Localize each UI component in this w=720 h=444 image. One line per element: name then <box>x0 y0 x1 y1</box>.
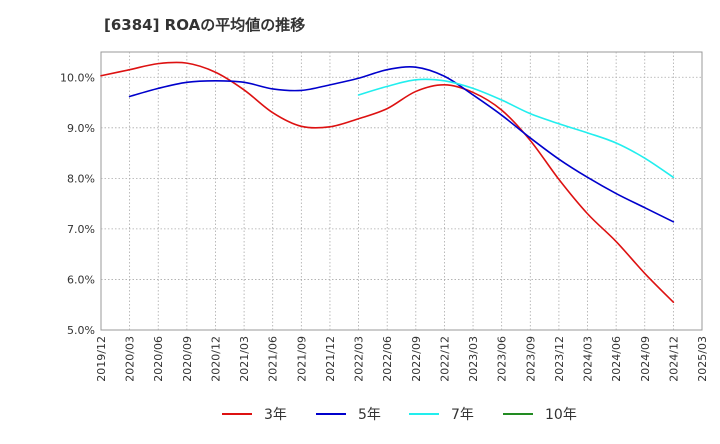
legend-label-2: 7年 <box>451 407 474 423</box>
x-tick-label: 2019/12 <box>95 336 108 382</box>
x-tick-label: 2023/06 <box>496 336 509 382</box>
x-tick-label: 2022/03 <box>353 336 366 382</box>
x-tick-label: 2022/06 <box>381 336 394 382</box>
legend-label-3: 10年 <box>545 407 577 423</box>
x-tick-label: 2024/09 <box>639 336 652 382</box>
grid-layer <box>100 51 703 331</box>
x-tick-label: 2020/09 <box>181 336 194 382</box>
x-tick-label: 2024/12 <box>667 336 680 382</box>
plot-frame <box>100 51 703 331</box>
x-tick-label: 2022/12 <box>438 336 451 382</box>
x-tick-label: 2021/09 <box>295 336 308 382</box>
x-tick-label: 2023/03 <box>467 336 480 382</box>
x-tick-label: 2021/06 <box>267 336 280 382</box>
x-tick-label: 2024/06 <box>610 336 623 382</box>
chart-title: [6384] ROAの平均値の推移 <box>104 16 306 34</box>
x-tick-label: 2021/03 <box>238 336 251 382</box>
x-tick-label: 2024/03 <box>582 336 595 382</box>
y-tick-label: 9.0% <box>67 122 95 135</box>
series-layer <box>100 61 675 303</box>
x-tick-label: 2023/12 <box>553 336 566 382</box>
y-tick-label: 6.0% <box>67 273 95 286</box>
x-tick-label: 2020/06 <box>152 336 165 382</box>
x-tick-label: 2022/09 <box>410 336 423 382</box>
x-tick-label: 2021/12 <box>324 336 337 382</box>
x-tick-label: 2020/12 <box>209 336 222 382</box>
legend-label-1: 5年 <box>358 407 381 423</box>
y-tick-label: 10.0% <box>60 71 95 84</box>
series-line-0 <box>100 61 675 303</box>
series-line-2 <box>357 78 675 179</box>
y-tick-label: 5.0% <box>67 324 95 337</box>
x-tick-label: 2025/03 <box>696 336 709 382</box>
series-line-1 <box>128 66 675 223</box>
x-tick-label: 2023/09 <box>524 336 537 382</box>
legend-label-0: 3年 <box>264 407 287 423</box>
y-tick-label: 8.0% <box>67 172 95 185</box>
legend: 3年 5年 7年 10年 <box>222 407 577 423</box>
axis-layer: 2019/12 2020/03 2020/06 2020/09 2020/12 2021/… <box>60 71 709 381</box>
y-tick-label: 7.0% <box>67 223 95 236</box>
x-tick-label: 2020/03 <box>124 336 137 382</box>
